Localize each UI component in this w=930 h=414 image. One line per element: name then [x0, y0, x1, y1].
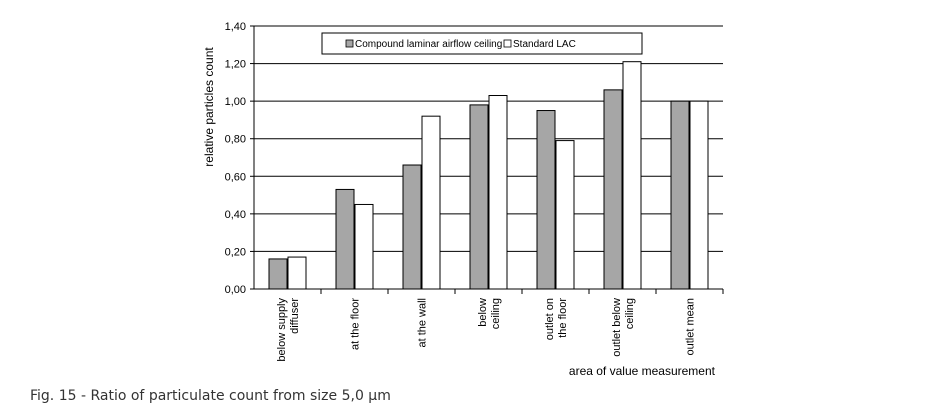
figure-caption: Fig. 15 - Ratio of particulate count fro… — [30, 388, 391, 404]
x-tick-label-line: below — [477, 298, 489, 327]
x-tick-label-line: diffuser — [289, 298, 301, 334]
x-tick-label: outlet onthe floor — [544, 298, 569, 341]
x-tick-label: below supplydiffuser — [276, 298, 301, 362]
y-tick-label: 1,00 — [225, 96, 246, 108]
legend-swatch-compound — [345, 39, 354, 48]
y-tick-label: 1,20 — [225, 59, 246, 71]
y-tick-label: 0,20 — [225, 246, 246, 258]
x-axis-label: area of value measurement — [569, 364, 716, 378]
bar-compound-1 — [268, 258, 288, 290]
y-tick-label: 0,00 — [225, 284, 246, 296]
legend-swatch-standard — [503, 39, 512, 48]
bar-compound-6 — [603, 89, 623, 290]
axes — [250, 25, 724, 294]
bar-standard-6 — [622, 61, 642, 290]
x-tick-label: outlet mean — [685, 298, 697, 355]
bar-compound-7 — [670, 100, 690, 290]
x-tick-label-line: outlet mean — [685, 298, 697, 355]
bar-standard-2 — [354, 203, 374, 290]
bar-compound-3 — [402, 164, 422, 290]
bar-standard-1 — [287, 256, 307, 290]
y-tick-label: 1,40 — [225, 21, 246, 33]
x-tick-label-line: ceiling — [624, 298, 636, 329]
bar-compound-5 — [536, 110, 556, 290]
bar-compound-4 — [469, 104, 489, 290]
legend-label-standard: Standard LAC — [513, 39, 576, 50]
bar-standard-3 — [421, 115, 441, 290]
bar-standard-5 — [555, 140, 575, 290]
y-tick-label: 0,80 — [225, 134, 246, 146]
bars — [268, 61, 709, 290]
x-tick-label: at the wall — [417, 298, 429, 348]
y-tick-labels: 0,00 0,20 0,40 0,60 0,80 1,00 1,20 1,40 — [225, 21, 246, 296]
x-tick-label: belowceiling — [477, 298, 502, 329]
bar-standard-4 — [488, 95, 508, 290]
x-tick-label-line: below supply — [276, 298, 288, 362]
x-tick-label-line: outlet on — [544, 298, 556, 340]
legend-label-compound: Compound laminar airflow ceiling — [355, 39, 502, 50]
x-tick-label-line: ceiling — [490, 298, 502, 329]
x-tick-labels: below supplydiffuser at the floor at the w… — [276, 298, 697, 362]
legend-box — [321, 32, 643, 55]
y-tick-label: 0,60 — [225, 171, 246, 183]
bar-compound-2 — [335, 188, 355, 290]
x-tick-label: at the floor — [350, 298, 362, 350]
legend: Compound laminar airflow ceiling Standar… — [321, 32, 643, 55]
x-tick-label-line: the floor — [557, 298, 569, 338]
x-tick-label: outlet belowceiling — [611, 298, 636, 357]
bar-standard-7 — [689, 100, 709, 290]
x-tick-label-line: at the wall — [417, 298, 429, 348]
y-tick-label: 0,40 — [225, 209, 246, 221]
y-axis-label: relative particles count — [202, 47, 216, 167]
x-tick-label-line: outlet below — [611, 298, 623, 357]
x-tick-label-line: at the floor — [350, 298, 362, 350]
